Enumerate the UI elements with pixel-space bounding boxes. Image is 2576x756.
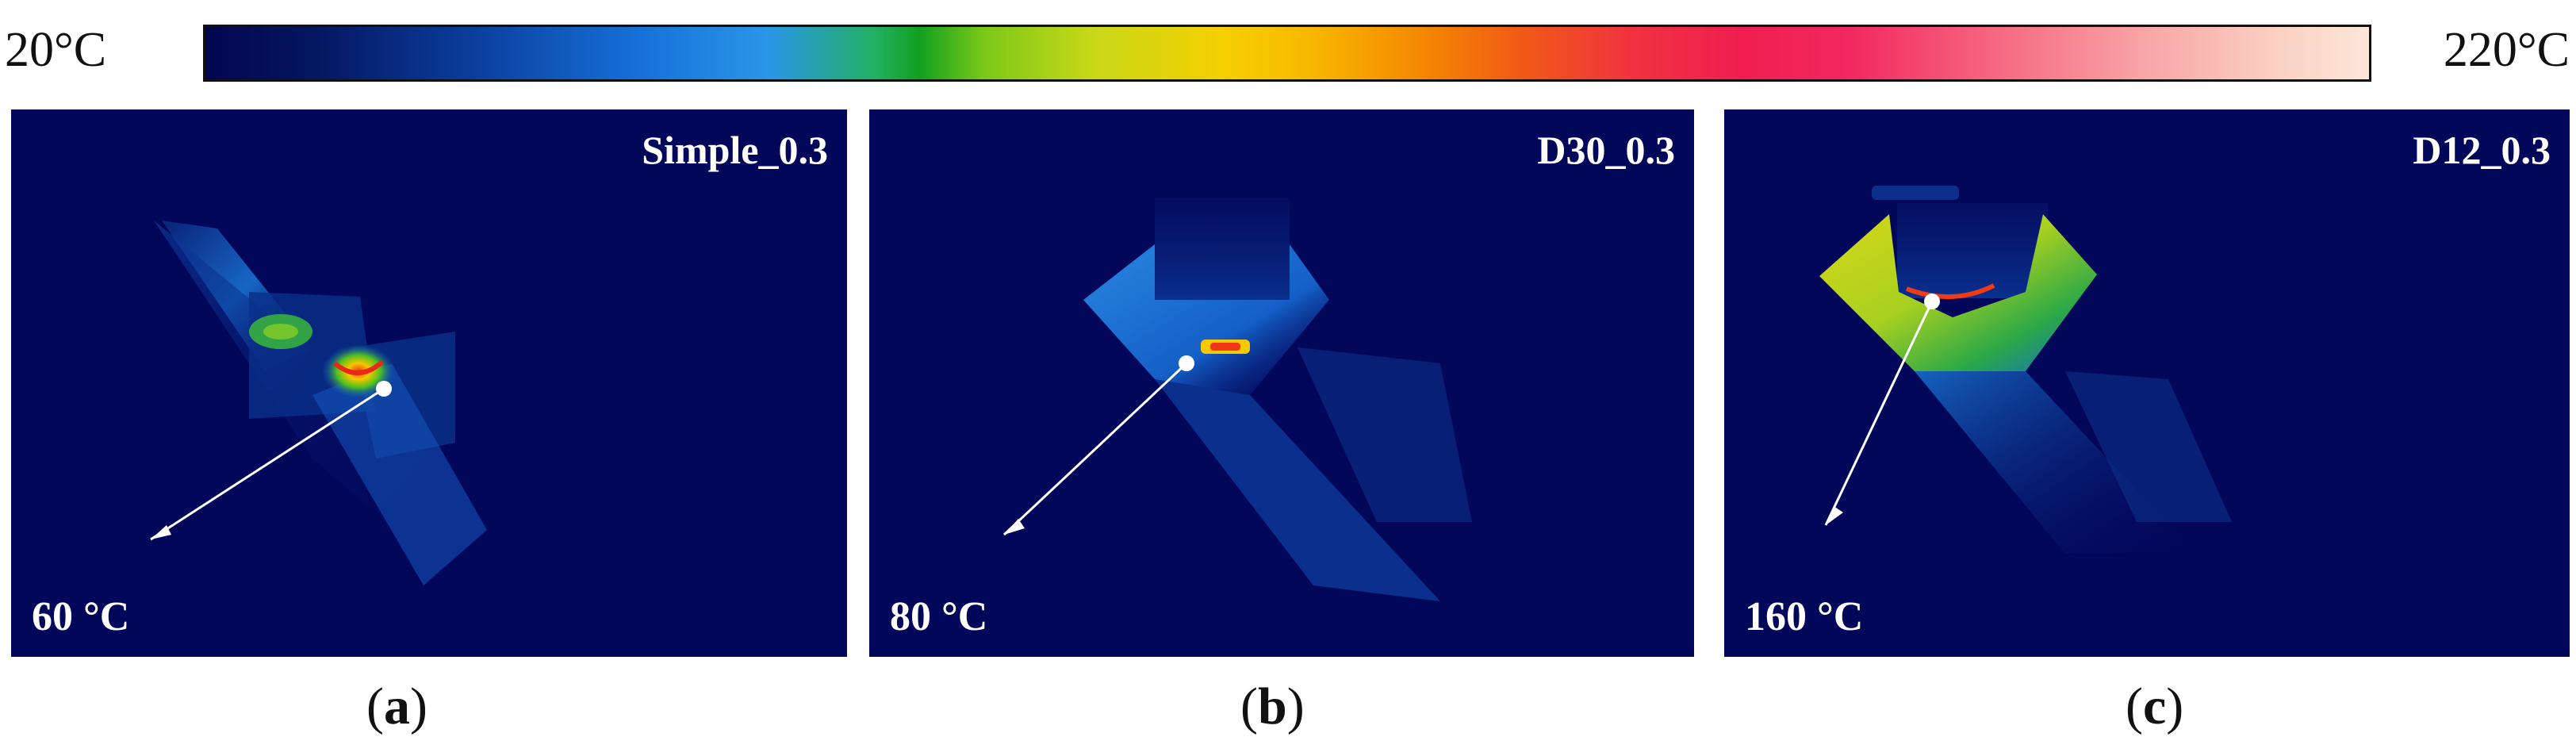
temperature-colorbar	[203, 25, 2371, 82]
caption-open-paren: (	[2126, 677, 2143, 735]
caption-close-paren: )	[1286, 677, 1305, 735]
caption-close-paren: )	[2166, 677, 2184, 735]
panel-name: D12_0.3	[2413, 128, 2551, 172]
thermal-scene-a	[150, 221, 487, 585]
colorbar-max-label: 220°C	[2443, 23, 2570, 77]
caption-letter: a	[383, 677, 410, 735]
caption-b: (b)	[1240, 681, 1305, 733]
thermal-image-d12: D12_0.3 160 °C	[1724, 109, 2570, 657]
caption-close-paren: )	[409, 677, 427, 735]
thermal-scene-b	[1002, 198, 1472, 601]
panel-name: Simple_0.3	[642, 128, 828, 172]
temperature-label: 160 °C	[1745, 594, 1864, 639]
caption-c: (c)	[2126, 681, 2183, 733]
temperature-label: 60 °C	[32, 594, 130, 639]
caption-open-paren: (	[1240, 677, 1258, 735]
caption-a: (a)	[366, 681, 427, 733]
thermal-image-d30: D30_0.3 80 °C	[869, 109, 1694, 657]
thermal-image-simple: Simple_0.3 60 °C	[11, 109, 847, 657]
temperature-label: 80 °C	[890, 594, 988, 639]
caption-letter: b	[1257, 677, 1287, 735]
thermal-scene-c	[1819, 186, 2232, 554]
caption-letter: c	[2142, 677, 2167, 735]
panel-name: D30_0.3	[1537, 128, 1675, 172]
colorbar-min-label: 20°C	[5, 23, 107, 77]
caption-open-paren: (	[366, 677, 384, 735]
